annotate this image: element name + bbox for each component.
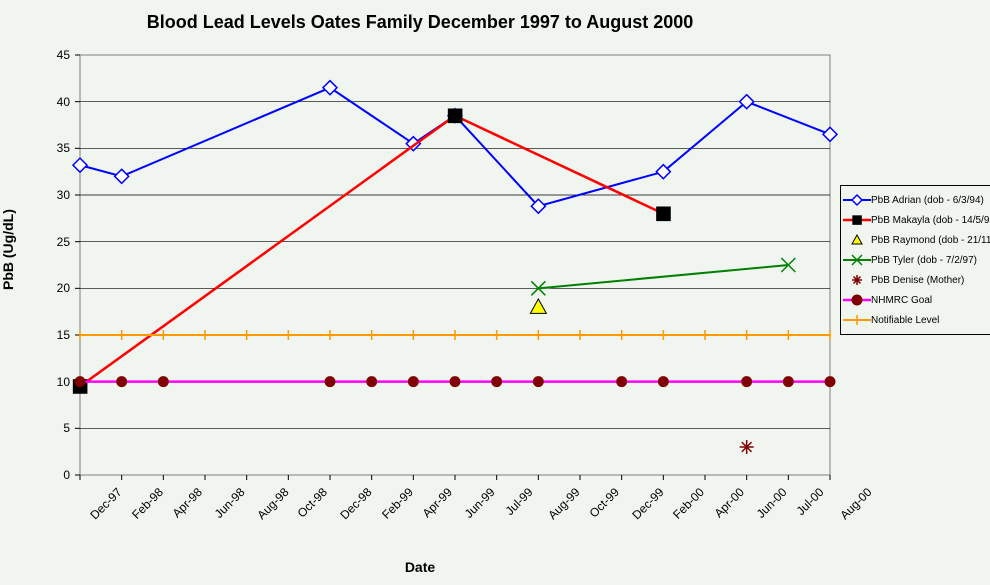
legend-row: PbB Adrian (dob - 6/3/94) <box>843 190 988 210</box>
legend-label: Notifiable Level <box>871 315 939 326</box>
legend-label: PbB Adrian (dob - 6/3/94) <box>871 195 984 206</box>
legend-label: PbB Makayla (dob - 14/5/95) <box>871 215 990 226</box>
y-tick-label: 35 <box>40 141 70 155</box>
legend-swatch <box>843 251 871 269</box>
legend-label: PbB Raymond (dob - 21/11/86) <box>871 235 990 246</box>
y-tick-label: 25 <box>40 235 70 249</box>
legend-swatch <box>843 271 871 289</box>
y-tick-label: 0 <box>40 468 70 482</box>
chart-container: Blood Lead Levels Oates Family December … <box>0 0 990 585</box>
legend-swatch <box>843 211 871 229</box>
y-tick-label: 20 <box>40 281 70 295</box>
legend-swatch <box>843 311 871 329</box>
legend-row: PbB Raymond (dob - 21/11/86) <box>843 230 988 250</box>
legend-row: NHMRC Goal <box>843 290 988 310</box>
legend-row: PbB Makayla (dob - 14/5/95) <box>843 210 988 230</box>
y-tick-label: 30 <box>40 188 70 202</box>
legend-row: Notifiable Level <box>843 310 988 330</box>
legend-swatch <box>843 191 871 209</box>
y-tick-label: 45 <box>40 48 70 62</box>
y-tick-label: 5 <box>40 421 70 435</box>
legend-label: PbB Denise (Mother) <box>871 275 964 286</box>
y-tick-label: 40 <box>40 95 70 109</box>
legend-label: PbB Tyler (dob - 7/2/97) <box>871 255 977 266</box>
legend-swatch <box>843 231 871 249</box>
y-tick-label: 10 <box>40 375 70 389</box>
legend: PbB Adrian (dob - 6/3/94) PbB Makayla (do… <box>840 185 990 335</box>
legend-swatch <box>843 291 871 309</box>
legend-label: NHMRC Goal <box>871 295 932 306</box>
legend-row: PbB Denise (Mother) <box>843 270 988 290</box>
legend-row: PbB Tyler (dob - 7/2/97) <box>843 250 988 270</box>
y-tick-label: 15 <box>40 328 70 342</box>
